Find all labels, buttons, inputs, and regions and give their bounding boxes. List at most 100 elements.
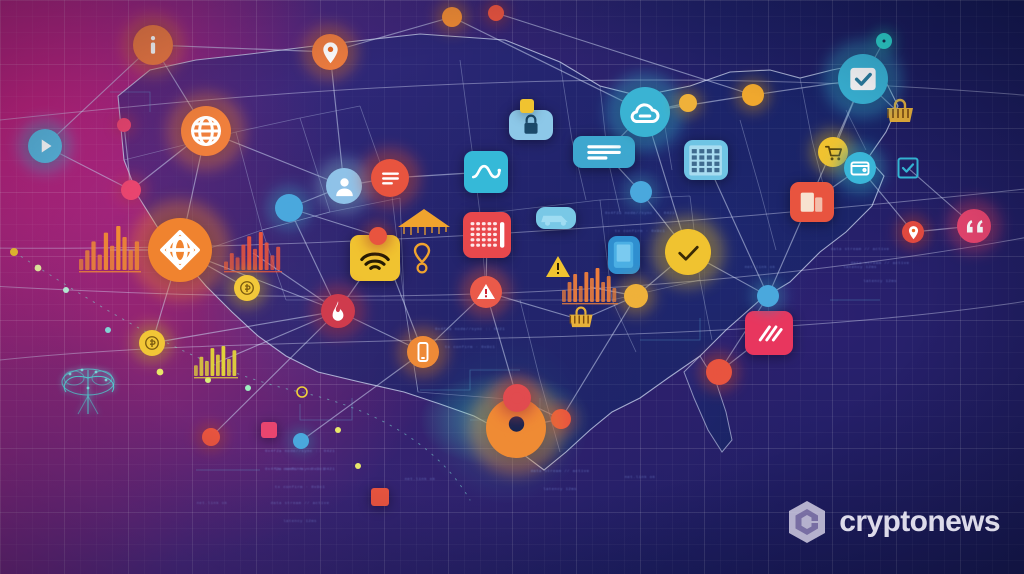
wallet-icon-glyph [848, 156, 872, 180]
globe-network-icon[interactable] [130, 200, 230, 300]
node-icon[interactable] [495, 376, 539, 420]
cryptonews-watermark: cryptonews [787, 500, 1001, 544]
node-icon[interactable] [267, 186, 311, 230]
node-icon[interactable] [196, 422, 226, 452]
media-card-glyph [797, 189, 826, 215]
microtext-line: tx confirm · 0x9c1 [444, 346, 496, 350]
lock-card-glyph [520, 113, 542, 137]
flame-icon[interactable] [311, 284, 365, 338]
bar-chart-yellow [194, 346, 238, 380]
coin-icon[interactable] [226, 267, 268, 309]
node-icon[interactable] [735, 77, 771, 113]
node-icon[interactable] [623, 174, 659, 210]
node-icon[interactable] [115, 174, 147, 206]
cloud-icon[interactable] [606, 73, 684, 151]
info-icon[interactable] [121, 13, 185, 77]
microtext-line: 0x4f2a node//sync :: 0421 [264, 450, 336, 454]
globe-network-icon-glyph [156, 226, 204, 274]
mobile-icon-glyph [411, 340, 435, 364]
building-card[interactable] [684, 140, 728, 180]
coin-icon-glyph [237, 278, 257, 298]
square-marker[interactable] [261, 422, 277, 438]
bar-chart-red [224, 232, 282, 274]
grid-data-card-glyph [468, 217, 506, 253]
task-icon[interactable] [824, 40, 902, 118]
globe-icon[interactable] [167, 92, 245, 170]
node-icon[interactable] [288, 428, 314, 454]
node-icon[interactable] [436, 1, 468, 33]
location-pin-icon-glyph [317, 39, 344, 66]
microtext-line: 0x4f2a node//sync :: 0421 [434, 328, 506, 332]
node-icon[interactable] [750, 278, 786, 314]
microtext-line: tx confirm · 0x9c1 [614, 230, 666, 234]
microtext-line: data stream // active [270, 502, 330, 506]
microtext-line: net.link ok [624, 476, 656, 480]
microtext-line: net.link ok [404, 478, 436, 482]
node-glow [113, 114, 135, 136]
coin-icon[interactable] [131, 322, 173, 364]
location-pin-icon[interactable] [301, 23, 359, 81]
building-card-glyph [688, 144, 723, 177]
square-marker[interactable] [371, 488, 389, 506]
microtext-line: net.link ok [196, 502, 228, 506]
basket-icon[interactable] [565, 304, 597, 336]
node-glow [267, 186, 311, 230]
coin-icon-glyph [142, 333, 162, 353]
info-icon-glyph [138, 30, 168, 60]
lock-card[interactable] [509, 110, 553, 140]
pin-icon[interactable] [895, 214, 931, 250]
device-card-glyph [612, 240, 635, 270]
node-icon[interactable] [617, 277, 655, 315]
microtext-line: tx confirm · 0x9c1 [274, 468, 326, 472]
check-icon[interactable] [652, 216, 724, 288]
wallet-icon[interactable] [835, 143, 885, 193]
checkbox-outline[interactable] [897, 157, 919, 179]
node-glow [617, 277, 655, 315]
basket-icon-glyph [565, 304, 597, 336]
tag-icon[interactable] [411, 242, 433, 274]
node-glow [436, 1, 468, 33]
watermark-text: cryptonews [839, 505, 1000, 538]
node-icon[interactable] [113, 114, 135, 136]
microtext-line: latency 12ms [863, 280, 897, 284]
check-icon-glyph [671, 235, 706, 270]
database-icon[interactable] [360, 148, 420, 208]
square-marker[interactable] [520, 99, 534, 113]
node-icon[interactable] [673, 88, 703, 118]
car-card[interactable] [536, 207, 576, 229]
node-glow [196, 422, 226, 452]
cloud-icon-glyph [626, 93, 664, 131]
warning-icon-glyph [545, 254, 571, 280]
node-glow [623, 174, 659, 210]
quote-icon[interactable] [947, 199, 1001, 253]
analytics-card[interactable] [464, 151, 508, 193]
swipe-card-glyph [755, 322, 784, 345]
microtext-line: tx confirm · 0x9c1 [274, 486, 326, 490]
device-card[interactable] [608, 236, 640, 274]
warning-icon[interactable] [545, 254, 571, 280]
play-icon[interactable] [18, 119, 72, 173]
microtext-line: data stream // active [830, 248, 890, 252]
node-icon[interactable] [698, 351, 740, 393]
grid-data-card[interactable] [463, 212, 511, 258]
play-icon-glyph [32, 133, 58, 159]
node-glow [735, 77, 771, 113]
node-glow [495, 376, 539, 420]
checkbox-outline-glyph [897, 157, 919, 179]
node-icon[interactable] [483, 0, 509, 26]
alert-icon[interactable] [461, 267, 511, 317]
cryptonews-hex-c-logo [789, 501, 826, 543]
swipe-card[interactable] [745, 311, 793, 355]
analytics-card-glyph [470, 159, 503, 184]
task-icon-glyph [844, 60, 882, 98]
media-card[interactable] [790, 182, 834, 222]
user-icon[interactable] [315, 157, 373, 215]
microtext-line: latency 12ms [283, 520, 317, 524]
ring-icon[interactable] [871, 28, 897, 54]
node-glow [363, 221, 393, 251]
home-icon[interactable] [393, 207, 455, 237]
home-icon-glyph [393, 207, 455, 237]
pin-icon-glyph [905, 224, 922, 241]
mobile-icon[interactable] [398, 327, 448, 377]
node-icon[interactable] [363, 221, 393, 251]
